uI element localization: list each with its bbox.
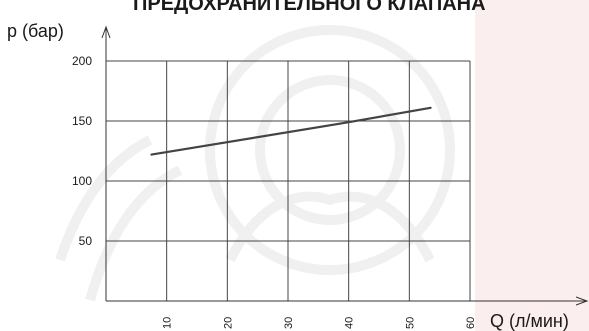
watermark-emblem-icon <box>55 25 455 302</box>
x-tick-label-40: 40 <box>344 317 356 329</box>
y-axis-label: р (бар) <box>7 21 64 41</box>
tick-labels: 10 20 30 40 50 60 50 100 150 200 <box>72 54 477 329</box>
series-line-0 <box>150 106 432 156</box>
series-layer <box>150 106 432 156</box>
axes <box>101 25 589 306</box>
right-panel-background <box>475 0 589 331</box>
y-axis-arrow <box>101 25 111 39</box>
x-tick-label-50: 50 <box>404 317 416 329</box>
y-tick-label-100: 100 <box>72 174 92 188</box>
x-tick-label-60: 60 <box>465 317 477 329</box>
x-tick-label-10: 10 <box>162 317 174 329</box>
y-tick-label-50: 50 <box>79 234 93 248</box>
x-tick-label-30: 30 <box>283 317 295 329</box>
grid <box>106 60 471 301</box>
x-axis-label: Q (л/мин) <box>490 311 569 331</box>
y-tick-label-200: 200 <box>72 54 92 68</box>
x-axis-arrow <box>575 296 589 306</box>
x-tick-label-20: 20 <box>222 317 234 329</box>
y-tick-label-150: 150 <box>72 114 92 128</box>
chart-title: ПРЕДОХРАНИТЕЛЬНОГО КЛАПАНА <box>133 0 486 15</box>
